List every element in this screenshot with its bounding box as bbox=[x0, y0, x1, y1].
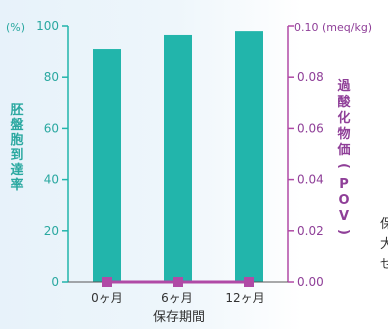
series-point bbox=[102, 277, 112, 287]
right-axis-label-char: P bbox=[339, 177, 349, 192]
right-tick-label: 0.08 bbox=[297, 70, 324, 84]
series-point bbox=[244, 277, 254, 287]
left-tick-label: 60 bbox=[44, 121, 59, 135]
right-axis-label-char: ) bbox=[336, 229, 351, 235]
left-axis-label-char: 到 bbox=[10, 148, 23, 163]
left-tick-label: 0 bbox=[51, 275, 59, 289]
x-tick-label: 12ヶ月 bbox=[225, 291, 264, 305]
right-axis-label-char: 酸 bbox=[337, 94, 351, 110]
side-text-char: 保 bbox=[380, 217, 388, 232]
right-axis-label-char: V bbox=[339, 209, 349, 224]
right-axis-label-char: 化 bbox=[337, 110, 350, 126]
plot-area: 0 20 40 60 80 100 0.00 0.02 0.04 0.06 0.08 0ヶ月 6ヶ月 12… bbox=[36, 19, 324, 305]
left-axis-label-char: 達 bbox=[10, 162, 23, 178]
left-axis-label-char: 胚 bbox=[10, 103, 23, 118]
right-axis-unit: 0.10 (meq/kg) bbox=[294, 21, 372, 34]
right-axis-label-char: O bbox=[338, 193, 349, 208]
left-tick-label: 100 bbox=[36, 19, 59, 33]
x-tick-label: 0ヶ月 bbox=[91, 291, 123, 305]
left-axis-label-char: 盤 bbox=[9, 117, 24, 133]
left-axis-label-char: 率 bbox=[10, 177, 23, 193]
right-axis-label-char: ( bbox=[336, 163, 351, 169]
side-text-char: せ bbox=[380, 257, 388, 272]
right-tick-label: 0.06 bbox=[297, 121, 324, 135]
left-tick-label: 20 bbox=[44, 224, 59, 238]
series-point bbox=[173, 277, 183, 287]
x-axis-label: 保存期間 bbox=[153, 310, 205, 325]
bar bbox=[93, 49, 121, 282]
bar bbox=[235, 31, 263, 283]
left-tick-label: 40 bbox=[44, 173, 59, 187]
left-tick-label: 80 bbox=[44, 70, 59, 84]
right-axis-label-char: 過 bbox=[336, 78, 351, 94]
side-text-char: 大 bbox=[380, 237, 388, 252]
bar bbox=[164, 34, 192, 283]
left-axis-unit: (%) bbox=[6, 21, 25, 34]
right-tick-label: 0.00 bbox=[297, 275, 324, 289]
left-axis-label-char: 胞 bbox=[9, 132, 23, 148]
right-axis-label-char: 物 bbox=[337, 126, 350, 142]
x-tick-label: 6ヶ月 bbox=[161, 291, 193, 305]
right-tick-label: 0.04 bbox=[297, 173, 324, 187]
right-axis-label-char: 価 bbox=[336, 142, 350, 158]
right-tick-label: 0.02 bbox=[297, 224, 324, 238]
